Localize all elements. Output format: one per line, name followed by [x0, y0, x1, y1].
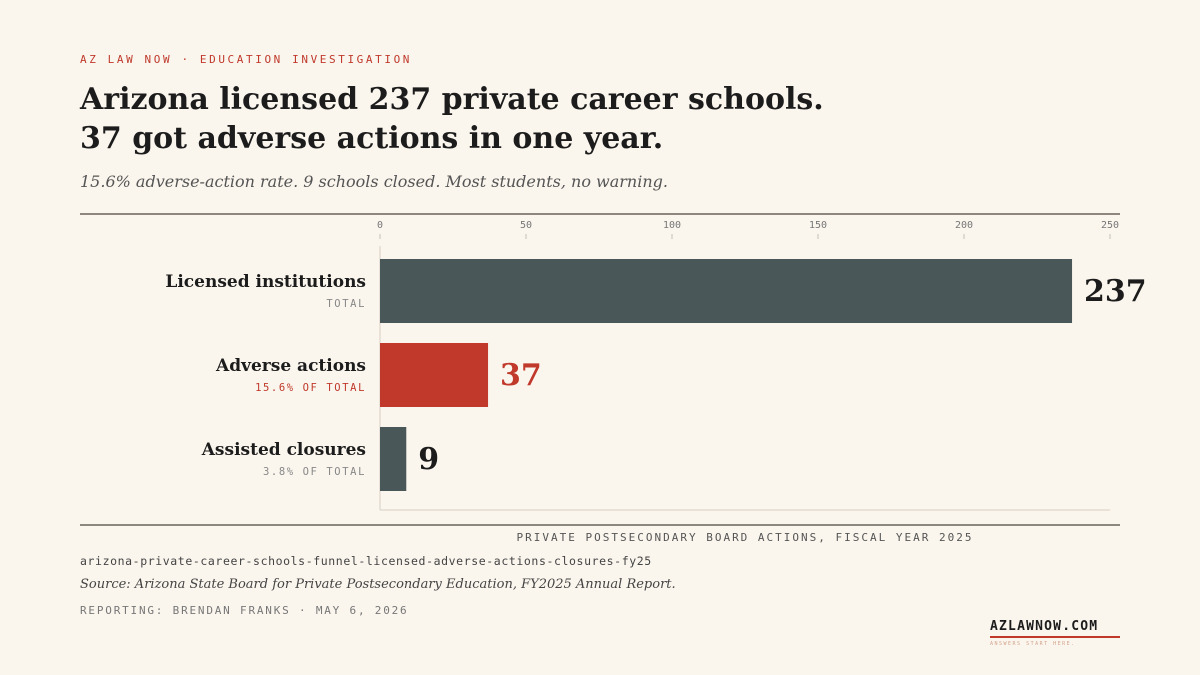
- chart-subtitle: 15.6% adverse-action rate. 9 schools clo…: [80, 172, 668, 191]
- chart-title-line-2: 37 got adverse actions in one year.: [80, 121, 664, 156]
- x-tick-label: 250: [1101, 220, 1119, 231]
- x-tick-label: 50: [520, 220, 532, 231]
- top-rule: [80, 213, 1120, 215]
- bar: [380, 343, 489, 407]
- category-label: Adverse actions: [215, 356, 366, 376]
- x-tick-label: 200: [955, 220, 973, 231]
- brand-tagline: ANSWERS START HERE.: [990, 641, 1076, 647]
- category-sublabel: 15.6% OF TOTAL: [255, 382, 366, 394]
- bar: [380, 427, 407, 491]
- chart-title-line-1: Arizona licensed 237 private career scho…: [80, 82, 824, 117]
- x-tick-label: 150: [809, 220, 827, 231]
- data-label: 237: [1084, 274, 1147, 309]
- data-label: 9: [418, 442, 439, 477]
- category-sublabel: TOTAL: [326, 298, 366, 310]
- x-tick-label: 0: [377, 220, 383, 231]
- source-note: Source: Arizona State Board for Private …: [80, 577, 676, 592]
- brand-logo: AZLAWNOW.COM: [990, 619, 1099, 634]
- x-axis-label: PRIVATE POSTSECONDARY BOARD ACTIONS, FIS…: [516, 531, 974, 544]
- data-label: 37: [500, 358, 542, 393]
- bottom-rule: [80, 524, 1120, 526]
- graphic-slug: arizona-private-career-schools-funnel-li…: [80, 554, 652, 568]
- kicker: AZ LAW NOW · EDUCATION INVESTIGATION: [80, 53, 413, 66]
- category-label: Assisted closures: [201, 440, 366, 460]
- category-sublabel: 3.8% OF TOTAL: [263, 466, 366, 478]
- reporting-credit: REPORTING: BRENDAN FRANKS · MAY 6, 2026: [80, 604, 409, 617]
- brand-underline: [990, 636, 1120, 638]
- bar: [380, 259, 1073, 323]
- category-label: Licensed institutions: [165, 272, 366, 292]
- chart-title: Arizona licensed 237 private career scho…: [80, 80, 1080, 158]
- x-tick-label: 100: [663, 220, 681, 231]
